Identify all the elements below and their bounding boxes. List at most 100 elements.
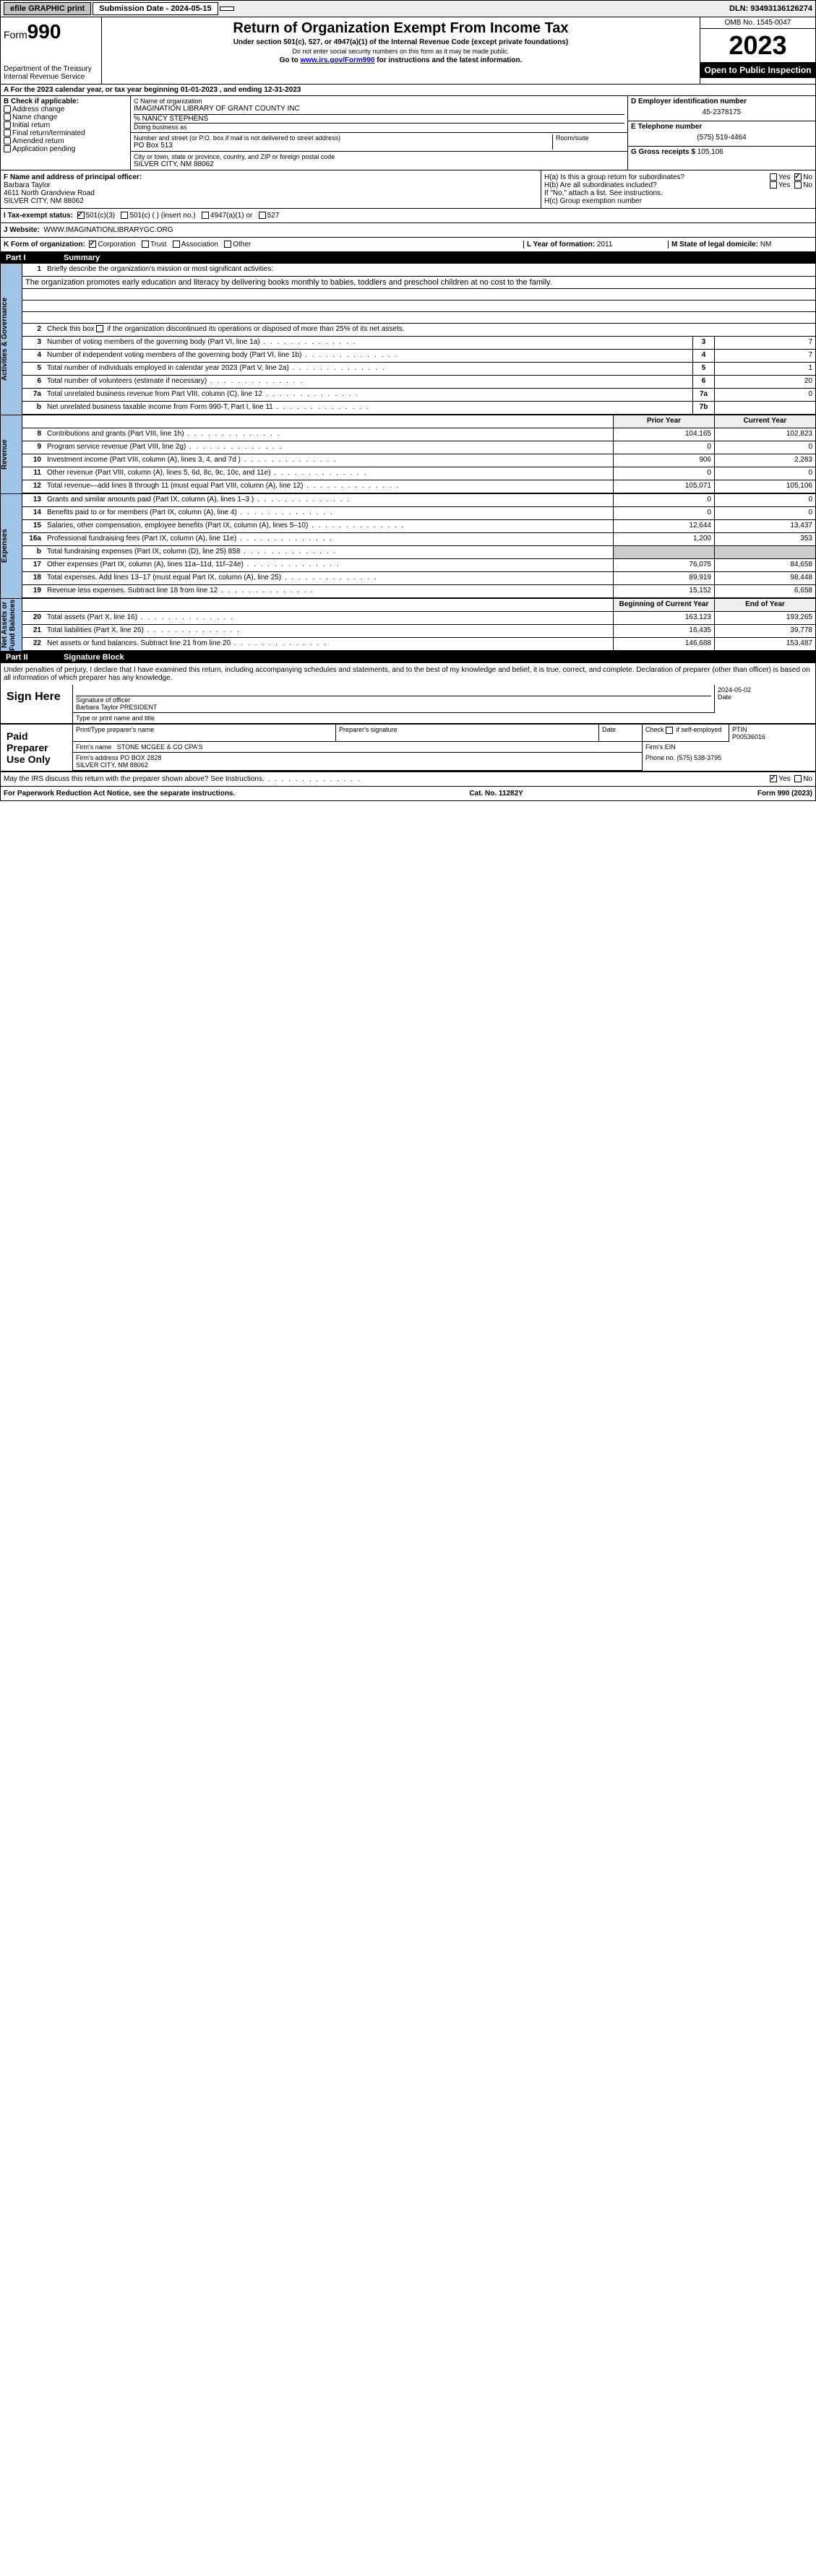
goto-post: for instructions and the latest informat…	[374, 56, 522, 64]
l2: Check this box if the organization disco…	[44, 324, 815, 336]
cb-name-change[interactable]	[4, 113, 11, 121]
col-end: End of Year	[714, 599, 815, 611]
paid-preparer-block: Paid Preparer Use Only Print/Type prepar…	[0, 725, 816, 772]
addr: PO Box 513	[134, 142, 552, 150]
side-exp: Expenses	[1, 494, 9, 598]
irs-link[interactable]: www.irs.gov/Form990	[300, 56, 374, 64]
omb-number: OMB No. 1545-0047	[700, 17, 815, 29]
cat-no: Cat. No. 11282Y	[469, 790, 523, 798]
col-beg: Beginning of Current Year	[613, 599, 714, 611]
gross-receipts: 105,106	[697, 148, 723, 156]
table-row: 9Program service revenue (Part VIII, lin…	[22, 441, 815, 454]
b-label: B Check if applicable:	[4, 98, 127, 105]
blank-cell	[220, 7, 234, 11]
table-row: 10Investment income (Part VIII, column (…	[22, 454, 815, 467]
ssn-warning: Do not enter social security numbers on …	[105, 48, 697, 55]
yes-txt: Yes	[778, 173, 790, 181]
opt-pending: Application pending	[12, 145, 75, 153]
cb-501c[interactable]	[121, 212, 128, 219]
f-label: F Name and address of principal officer:	[4, 173, 538, 181]
ha-yes[interactable]	[770, 173, 777, 181]
mission-blank2	[22, 301, 815, 312]
cb-amended[interactable]	[4, 137, 11, 144]
ha-label: H(a) Is this a group return for subordin…	[544, 173, 770, 181]
j-label: J Website:	[4, 226, 40, 234]
discuss-text: May the IRS discuss this return with the…	[4, 775, 770, 783]
hb-yes[interactable]	[770, 181, 777, 189]
discuss-no[interactable]	[794, 775, 802, 782]
goto-line: Go to www.irs.gov/Form990 for instructio…	[105, 56, 697, 64]
efile-print-button[interactable]: efile GRAPHIC print	[4, 2, 91, 15]
firm-addr-lbl: Firm's address	[76, 754, 119, 761]
table-row: 6Total number of volunteers (estimate if…	[22, 376, 815, 389]
table-row: 18Total expenses. Add lines 13–17 (must …	[22, 572, 815, 585]
table-row: 22Net assets or fund balances. Subtract …	[22, 638, 815, 651]
website: WWW.IMAGINATIONLIBRARYGC.ORG	[43, 226, 173, 234]
cb-other[interactable]	[224, 241, 231, 248]
table-row: 3Number of voting members of the governi…	[22, 337, 815, 350]
hb-no[interactable]	[794, 181, 802, 189]
cb-final[interactable]	[4, 129, 11, 137]
open-inspection: Open to Public Inspection	[700, 62, 815, 78]
l-val: 2011	[597, 241, 613, 248]
prep-date-lbl: Date	[598, 725, 642, 742]
table-row: 17Other expenses (Part IX, column (A), l…	[22, 559, 815, 572]
discuss-yes[interactable]	[770, 775, 777, 782]
col-b: B Check if applicable: Address change Na…	[1, 96, 131, 170]
hc-label: H(c) Group exemption number	[544, 197, 812, 205]
col-d: D Employer identification number 45-2378…	[627, 96, 815, 170]
table-row: 12Total revenue—add lines 8 through 11 (…	[22, 480, 815, 493]
form-number: 990	[27, 20, 61, 43]
cb-discontinued[interactable]	[96, 325, 103, 332]
cb-527[interactable]	[259, 212, 266, 219]
prep-sig-lbl: Preparer's signature	[335, 725, 598, 742]
table-row: 13Grants and similar amounts paid (Part …	[22, 494, 815, 507]
dln: DLN: 93493136126274	[729, 4, 812, 13]
opt-name: Name change	[12, 113, 57, 121]
table-row: 11Other revenue (Part VIII, column (A), …	[22, 467, 815, 480]
cb-address-change[interactable]	[4, 105, 11, 113]
prep-phone: (575) 538-3795	[677, 754, 722, 761]
ein: 45-2378175	[631, 105, 812, 119]
other: Other	[233, 241, 251, 248]
cb-assoc[interactable]	[173, 241, 180, 248]
cb-4947[interactable]	[202, 212, 209, 219]
corp: Corporation	[98, 241, 135, 248]
l1: Briefly describe the organization's miss…	[44, 264, 815, 276]
g-label: G Gross receipts $	[631, 148, 695, 156]
sig-date-val: 2024-05-02	[718, 686, 812, 693]
part1-header: Part I Summary	[0, 252, 816, 264]
dba-label: Doing business as	[134, 123, 624, 131]
cb-501c3[interactable]	[77, 212, 85, 219]
501c: 501(c) ( ) (insert no.)	[129, 212, 195, 220]
group-rev: Revenue Prior Year Current Year 8Contrib…	[0, 415, 816, 494]
org-name: IMAGINATION LIBRARY OF GRANT COUNTY INC	[134, 105, 624, 113]
cb-self-emp[interactable]	[666, 727, 673, 734]
sig-officer-lbl: Signature of officer	[76, 696, 711, 704]
table-row: 8Contributions and grants (Part VIII, li…	[22, 428, 815, 441]
e-label: E Telephone number	[631, 123, 812, 131]
mission: The organization promotes early educatio…	[22, 277, 815, 289]
4947: 4947(a)(1) or	[210, 212, 252, 220]
table-row: 16aProfessional fundraising fees (Part I…	[22, 533, 815, 546]
cb-pending[interactable]	[4, 145, 11, 152]
cb-corp[interactable]	[89, 241, 96, 248]
sign-here: Sign Here	[1, 685, 73, 723]
submission-date: Submission Date - 2024-05-15	[93, 2, 218, 15]
table-row: 5Total number of individuals employed in…	[22, 363, 815, 376]
form-header: Form990 Department of the Treasury Inter…	[0, 17, 816, 85]
cb-initial[interactable]	[4, 121, 11, 129]
group-na: Net Assets or Fund Balances Beginning of…	[0, 599, 816, 652]
no-txt: No	[803, 173, 812, 181]
pra-notice: For Paperwork Reduction Act Notice, see …	[4, 790, 235, 798]
phone-lbl: Phone no.	[645, 754, 675, 761]
table-row: 21Total liabilities (Part X, line 26)16,…	[22, 625, 815, 638]
opt-final: Final return/terminated	[12, 129, 85, 137]
cb-trust[interactable]	[142, 241, 149, 248]
phone: (575) 519-4464	[631, 131, 812, 144]
footer: For Paperwork Reduction Act Notice, see …	[0, 787, 816, 801]
self-emp: Check if self-employed	[642, 725, 729, 742]
part2-header: Part II Signature Block	[0, 652, 816, 663]
prep-name-lbl: Print/Type preparer's name	[73, 725, 335, 742]
ha-no[interactable]	[794, 173, 802, 181]
